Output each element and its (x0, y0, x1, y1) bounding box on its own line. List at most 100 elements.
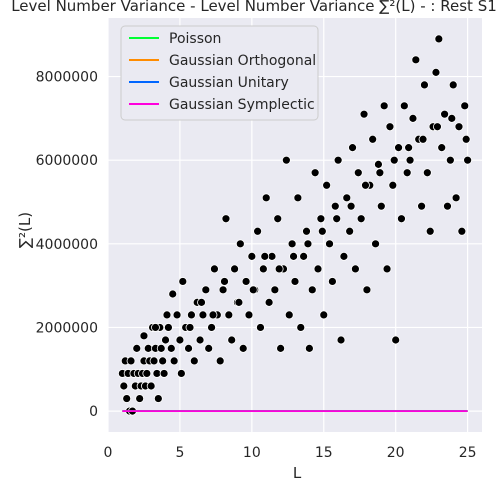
scatter-point (404, 143, 414, 153)
scatter-point (332, 214, 342, 224)
scatter-point (348, 143, 357, 153)
scatter-point (420, 80, 429, 90)
scatter-point (327, 277, 337, 286)
scatter-point (166, 343, 176, 353)
scatter-point (325, 239, 334, 249)
scatter-point (397, 214, 406, 224)
scatter-point (322, 180, 332, 190)
scatter-point (135, 394, 145, 403)
scatter-point (445, 155, 455, 165)
scatter-point (207, 323, 216, 332)
scatter-point (408, 113, 418, 123)
scatter-point (313, 264, 323, 274)
x-tick-label: 20 (387, 445, 405, 461)
scatter-point (302, 226, 311, 236)
y-tick-label: 2000000 (36, 320, 98, 336)
scatter-point (185, 323, 195, 332)
scatter-point (375, 168, 385, 178)
scatter-point (172, 310, 182, 320)
scatter-point (339, 251, 349, 261)
scatter-point (208, 310, 218, 320)
scatter-point (235, 239, 245, 249)
scatter-point (304, 343, 314, 353)
scatter-point (184, 343, 193, 353)
scatter-point (293, 193, 303, 203)
scatter-point (461, 134, 471, 144)
x-tick-label: 10 (243, 445, 261, 461)
scatter-point (158, 356, 168, 366)
scatter-point (178, 277, 188, 286)
scatter-point (342, 193, 352, 203)
scatter-point (310, 168, 320, 178)
scatter-point (149, 356, 159, 366)
scatter-point (256, 323, 265, 332)
x-tick-label: 25 (459, 445, 477, 461)
scatter-point (385, 122, 395, 132)
scatter-point (247, 251, 257, 261)
chart-title: Level Number Variance - Level Number Var… (11, 0, 497, 15)
scatter-point (175, 335, 185, 345)
x-axis-label: L (293, 464, 302, 482)
scatter-point (221, 214, 231, 224)
legend-box (120, 25, 319, 121)
y-tick-label: 0 (89, 404, 98, 420)
y-tick-label: 6000000 (36, 153, 98, 169)
scatter-point (307, 285, 317, 295)
scatter-point (126, 356, 136, 366)
scatter-point (281, 155, 291, 165)
scatter-point (333, 155, 343, 165)
scatter-point (336, 335, 346, 345)
scatter-point (187, 310, 196, 320)
scatter-point (296, 323, 306, 332)
scatter-point (463, 155, 473, 165)
scatter-point (345, 226, 355, 236)
scatter-point (270, 285, 280, 295)
legend-label: Poisson (169, 31, 221, 47)
scatter-point (220, 277, 229, 286)
scatter-point (230, 264, 239, 274)
scatter-point (164, 323, 173, 332)
scatter-point (238, 343, 248, 353)
scatter-point (443, 201, 452, 211)
scatter-point (433, 122, 442, 132)
scatter-point (139, 331, 149, 341)
scatter-point (151, 323, 160, 332)
scatter-point (169, 356, 179, 366)
scatter-point (303, 239, 313, 249)
scatter-point (284, 310, 294, 320)
scatter-point (122, 394, 132, 403)
scatter-point (448, 80, 458, 90)
scatter-point (374, 159, 383, 169)
scatter-point (359, 109, 369, 119)
scatter-point (422, 168, 432, 178)
scatter-point (317, 226, 327, 236)
y-tick-label: 8000000 (36, 70, 98, 86)
x-tick-label: 15 (315, 445, 333, 461)
legend-label: Gaussian Symplectic (169, 97, 315, 113)
scatter-point (224, 310, 234, 320)
legend-label: Gaussian Unitary (169, 75, 289, 91)
scatter-point (189, 356, 199, 366)
scatter-point (168, 289, 178, 299)
scatter-point (153, 394, 163, 403)
scatter-point (376, 201, 386, 211)
scatter-point (159, 369, 169, 378)
scatter-point (447, 113, 457, 123)
scatter-point (132, 343, 142, 353)
scatter-point (218, 285, 228, 295)
scatter-point (276, 343, 286, 353)
scatter-point (261, 193, 271, 203)
x-tick-label: 5 (175, 445, 184, 461)
scatter-point (368, 134, 378, 144)
scatter-point (351, 264, 360, 274)
scatter-point (346, 201, 356, 211)
x-tick-label: 0 (104, 445, 113, 461)
scatter-point (457, 226, 467, 236)
scatter-point (440, 109, 450, 119)
scatter-point (274, 264, 284, 274)
scatter-point (248, 285, 258, 295)
scatter-point (162, 310, 172, 320)
scatter-point (451, 193, 461, 203)
scatter-point (161, 335, 170, 345)
scatter-point (454, 122, 464, 132)
